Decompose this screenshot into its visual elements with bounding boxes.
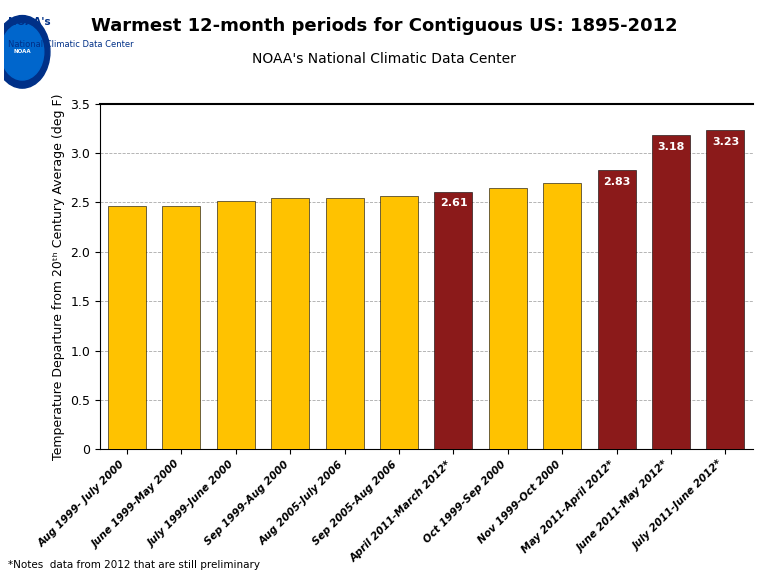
Text: 3.23: 3.23 (712, 137, 739, 147)
Text: 3.18: 3.18 (657, 142, 685, 152)
Text: Warmest 12-month periods for Contiguous US: 1895-2012: Warmest 12-month periods for Contiguous … (91, 17, 677, 35)
Bar (707, 130, 744, 449)
Text: 2.54: 2.54 (331, 206, 359, 215)
Text: 2.51: 2.51 (222, 209, 250, 218)
Text: *Notes  data from 2012 that are still preliminary: *Notes data from 2012 that are still pre… (8, 560, 260, 570)
Text: 2.61: 2.61 (439, 199, 467, 209)
Bar (326, 199, 364, 449)
Bar (543, 183, 581, 449)
Bar (162, 206, 200, 449)
Bar (108, 206, 146, 449)
Circle shape (1, 24, 44, 80)
Circle shape (0, 16, 50, 88)
Text: 2.46: 2.46 (113, 213, 141, 223)
Y-axis label: Temperature Departure from 20ᵗʰ Century Average (deg F): Temperature Departure from 20ᵗʰ Century … (51, 93, 65, 460)
Bar (652, 135, 690, 449)
Text: 2.65: 2.65 (494, 195, 521, 204)
Bar (217, 202, 255, 449)
Text: 2.56: 2.56 (386, 203, 412, 214)
Text: NOAA's National Climatic Data Center: NOAA's National Climatic Data Center (252, 52, 516, 66)
Text: NOAA: NOAA (14, 50, 31, 54)
Text: 2.70: 2.70 (548, 190, 576, 200)
Bar (380, 196, 418, 449)
Bar (598, 170, 636, 449)
Bar (271, 199, 310, 449)
Text: 2.54: 2.54 (276, 206, 304, 215)
Text: NOAA's: NOAA's (8, 17, 51, 27)
Text: 2.83: 2.83 (603, 177, 631, 187)
Text: National Climatic Data Center: National Climatic Data Center (8, 40, 134, 50)
Bar (488, 188, 527, 449)
Bar (435, 192, 472, 449)
Text: 2.46: 2.46 (167, 213, 195, 223)
